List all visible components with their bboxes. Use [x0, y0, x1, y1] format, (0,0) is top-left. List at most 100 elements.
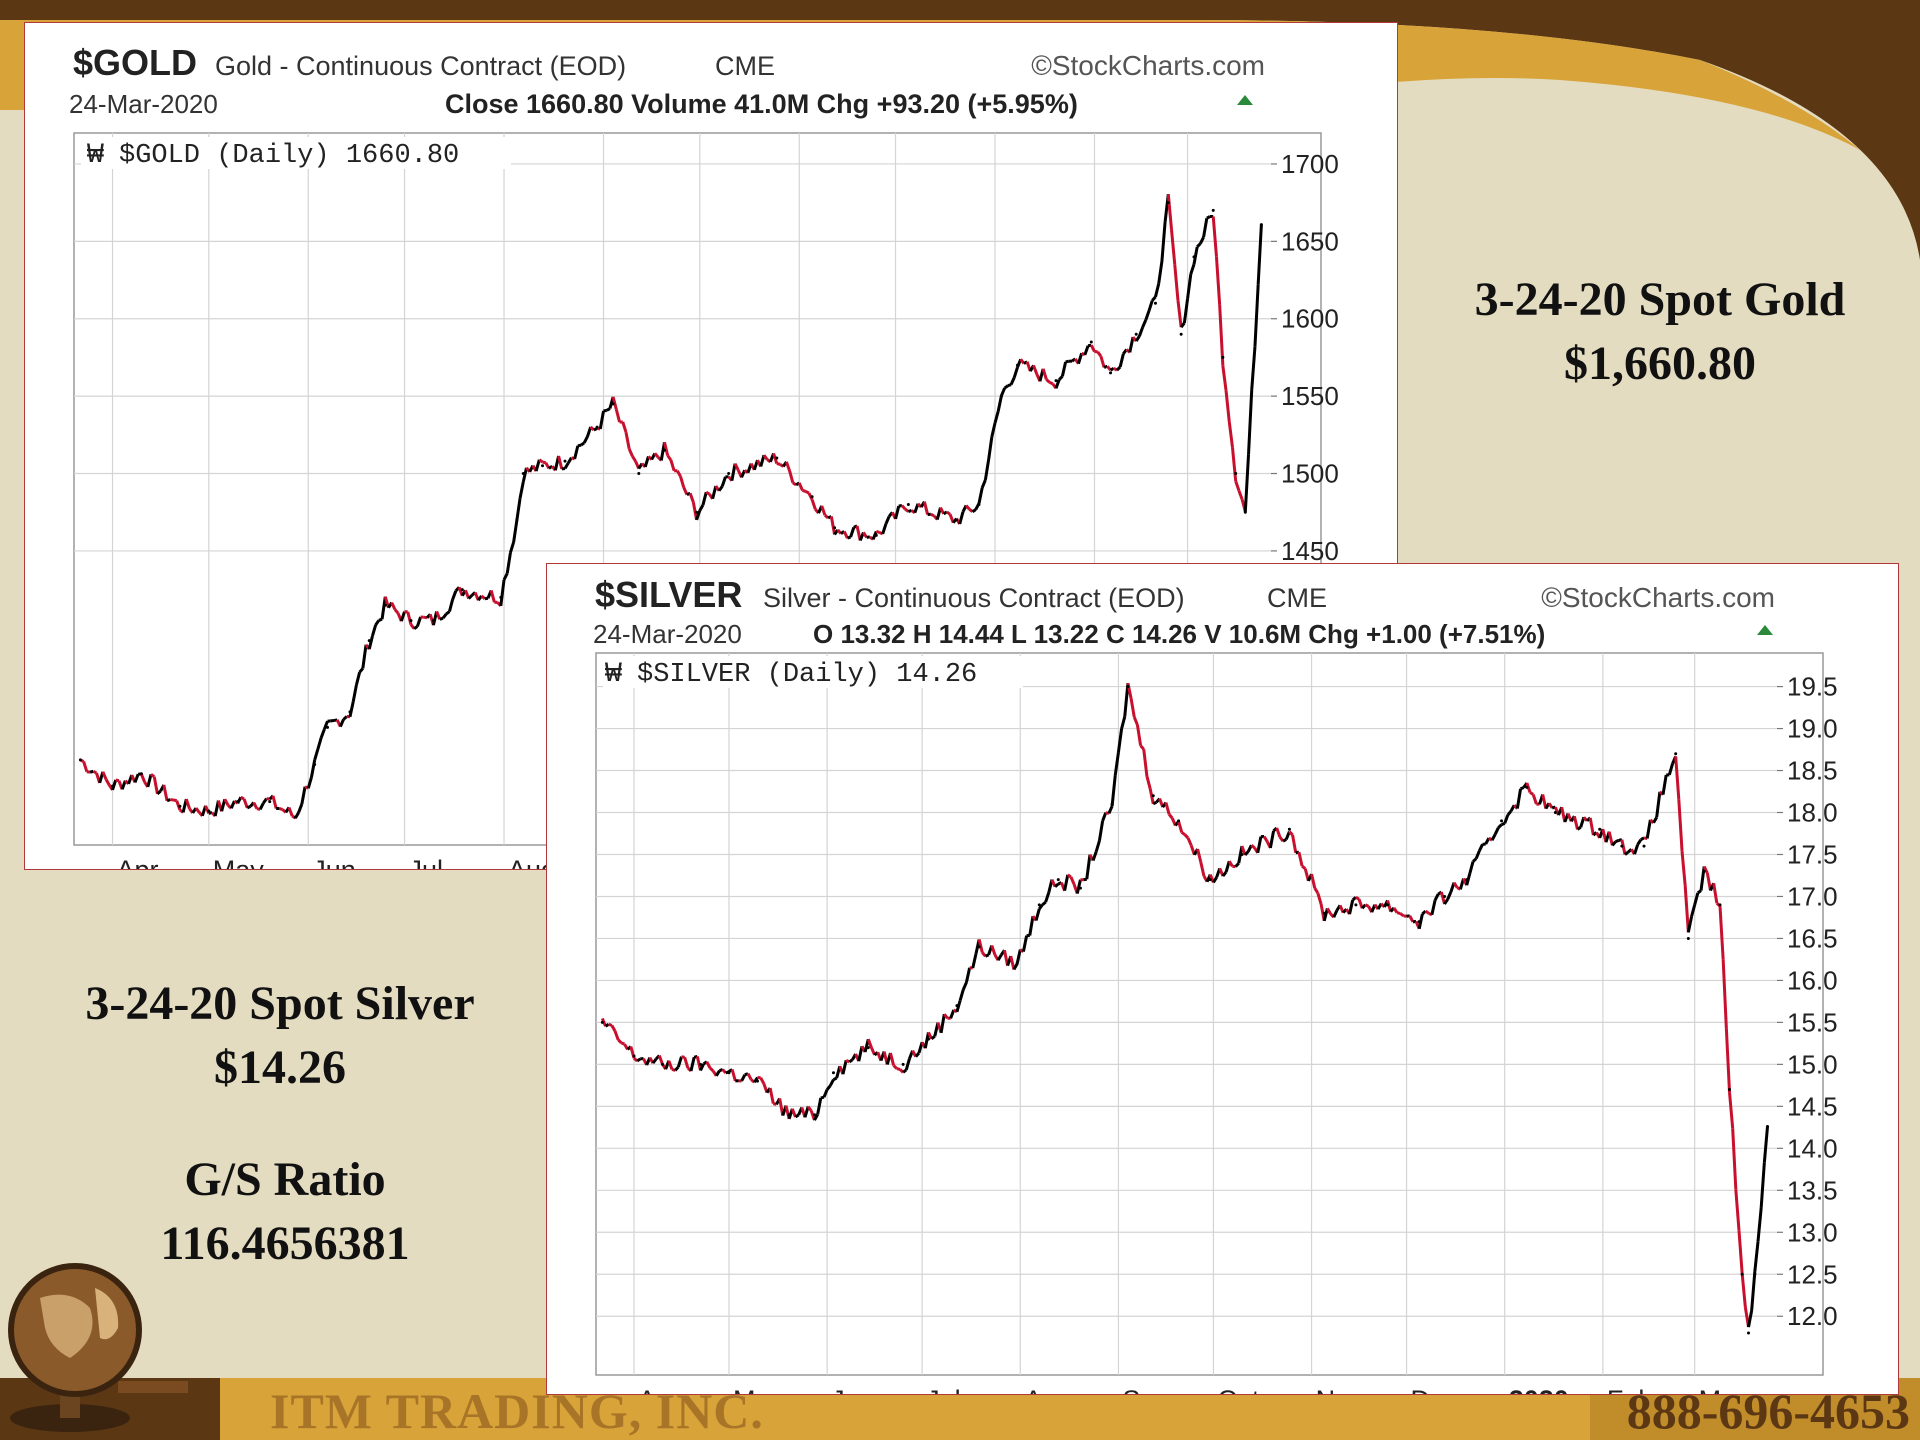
silver-price-segment	[1430, 899, 1437, 916]
silver-price-segment	[1417, 913, 1424, 930]
silver-price-segment	[971, 953, 978, 969]
silver-x-tick-label: Apr	[638, 1385, 680, 1394]
gold-price-segment	[480, 594, 486, 600]
silver-price-segment	[904, 1058, 911, 1071]
gold-data-point	[563, 459, 567, 463]
gold-price-segment	[733, 462, 740, 471]
silver-stats: O 13.32 H 14.44 L 13.22 C 14.26 V 10.6M …	[813, 619, 1545, 649]
gold-price-segment	[849, 526, 856, 538]
silver-price-segment	[1759, 1162, 1766, 1209]
gold-price-segment	[499, 579, 506, 607]
silver-data-point	[866, 1046, 870, 1050]
gold-legend-bg	[81, 137, 511, 169]
silver-legend-bg	[603, 656, 1023, 688]
gold-price-segment	[1227, 421, 1234, 448]
gold-price-segment	[309, 759, 317, 778]
silver-price-segment	[608, 1022, 613, 1027]
silver-price-segment	[990, 945, 997, 956]
silver-data-point	[1753, 1272, 1757, 1276]
gold-price-segment	[1087, 343, 1092, 348]
gold-x-tick-label: Aug	[508, 855, 556, 869]
gold-data-point	[460, 588, 464, 592]
gold-price-segment	[542, 460, 547, 465]
silver-data-point	[1177, 819, 1181, 823]
company-name: ITM TRADING, INC.	[270, 1383, 764, 1439]
silver-price-segment	[1083, 877, 1088, 882]
silver-price-segment	[1310, 873, 1317, 889]
gold-price-segment	[505, 552, 512, 574]
gold-data-point	[1243, 510, 1247, 514]
silver-price-segment	[1227, 860, 1234, 868]
silver-price-segment	[1611, 840, 1617, 847]
silver-x-tick-label: Nov	[1316, 1385, 1365, 1394]
silver-price-segment	[1038, 903, 1044, 910]
silver-price-segment	[1396, 911, 1401, 915]
gold-price-segment	[705, 490, 711, 496]
silver-price-segment	[1503, 814, 1510, 824]
silver-price-segment	[1009, 955, 1016, 970]
silver-price-segment	[1712, 883, 1719, 904]
silver-price-segment	[1478, 843, 1484, 852]
silver-price-segment	[1145, 775, 1152, 789]
silver-price-segment	[657, 1054, 664, 1065]
gold-price-segment	[1250, 346, 1257, 390]
silver-price-segment	[1107, 805, 1114, 814]
gold-price-segment	[586, 426, 593, 438]
silver-price-segment	[1332, 909, 1339, 918]
gold-data-point	[236, 800, 240, 804]
silver-price-segment	[674, 1065, 680, 1072]
gold-price-segment	[596, 426, 601, 431]
gold-price-segment	[1045, 378, 1051, 384]
gold-price-segment	[862, 531, 868, 539]
silver-price-segment	[1129, 698, 1136, 718]
silver-price-segment	[1094, 840, 1101, 852]
gold-data-point	[874, 533, 878, 537]
silver-price-segment	[740, 1074, 747, 1082]
silver-data-point	[1525, 785, 1529, 789]
gs-ratio-value: 116.4656381	[160, 1217, 410, 1270]
gold-price-segment	[342, 715, 348, 721]
silver-data-point	[600, 1020, 604, 1024]
silver-price-segment	[848, 1058, 854, 1064]
silver-price-segment	[1718, 906, 1725, 960]
gold-price-segment	[358, 667, 364, 674]
silver-price-segment	[898, 1068, 905, 1074]
silver-price-segment	[1572, 815, 1579, 830]
gold-price-segment	[945, 510, 951, 516]
silver-price-segment	[1408, 915, 1415, 923]
gold-data-point	[662, 448, 666, 452]
silver-price-segment	[1728, 1092, 1735, 1129]
silver-data-point	[1500, 819, 1504, 823]
silver-price-segment	[1740, 1273, 1747, 1308]
gold-price-segment	[1154, 283, 1161, 298]
silver-date: 24-Mar-2020	[593, 619, 742, 649]
gold-price-segment	[810, 499, 817, 510]
silver-price-segment	[977, 939, 984, 953]
gold-price-segment	[367, 635, 374, 650]
silver-price-segment	[1355, 895, 1360, 901]
silver-price-segment	[1164, 802, 1171, 815]
gold-price-segment	[679, 476, 686, 488]
gold-price-segment	[1214, 256, 1222, 305]
silver-price-segment	[1021, 935, 1029, 952]
gold-x-tick-label: Jul	[409, 855, 444, 869]
gold-price-segment	[287, 806, 294, 817]
silver-price-segment	[1547, 802, 1554, 809]
silver-price-segment	[1275, 827, 1282, 838]
gold-data-point	[521, 472, 525, 476]
gold-price-segment	[797, 482, 804, 492]
silver-price-segment	[715, 1069, 721, 1077]
silver-price-segment	[1421, 909, 1427, 916]
silver-x-tick-label: Sep	[1122, 1385, 1170, 1394]
gold-price-segment	[557, 455, 564, 470]
gold-price-segment	[322, 720, 329, 730]
gold-price-segment	[378, 617, 383, 622]
silver-price-segment	[1186, 837, 1193, 847]
gold-price-segment	[1009, 376, 1016, 386]
gold-price-segment	[82, 761, 89, 773]
silver-price-segment	[1295, 850, 1300, 855]
silver-price-segment	[845, 1058, 851, 1064]
gold-x-tick-label: May	[213, 855, 265, 869]
silver-y-tick-label: 19.0	[1787, 714, 1838, 744]
gold-price-segment	[730, 463, 737, 481]
